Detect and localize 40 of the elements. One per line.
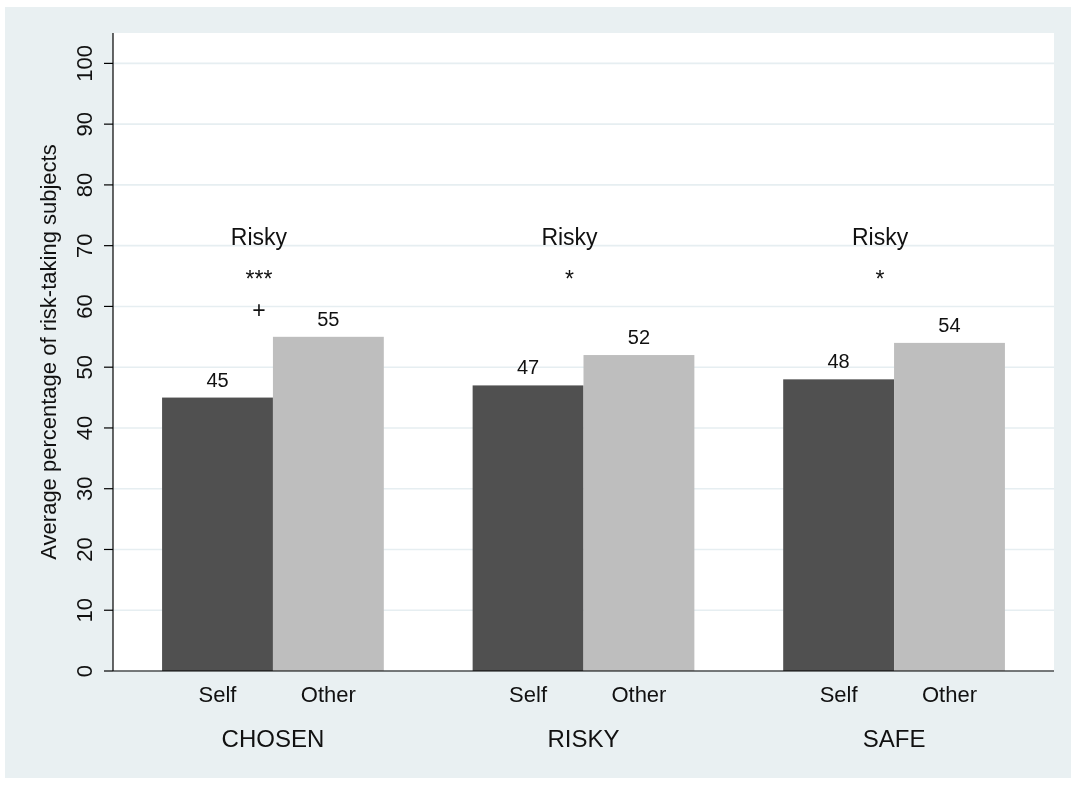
y-tick-label: 80 bbox=[72, 172, 97, 198]
text: Self bbox=[819, 682, 858, 707]
text: Self bbox=[509, 682, 548, 707]
y-axis-title: Average percentage of risk-taking subjects bbox=[36, 144, 61, 560]
y-tick-label: 90 bbox=[72, 111, 97, 137]
annotation: Risky bbox=[230, 224, 288, 250]
annotation: Risky bbox=[851, 224, 909, 250]
annotation: * bbox=[875, 266, 885, 292]
data-label: 45 bbox=[206, 368, 229, 391]
series-label: Self bbox=[198, 682, 238, 707]
text: Other bbox=[611, 682, 667, 707]
y-tick-label: 40 bbox=[72, 415, 97, 441]
bar bbox=[783, 379, 895, 671]
bar bbox=[162, 397, 273, 671]
y-tick-label: 70 bbox=[72, 233, 97, 258]
series-label: Other bbox=[300, 682, 356, 707]
y-tick-label: 30 bbox=[72, 476, 97, 501]
text: Other bbox=[921, 682, 978, 707]
annotation: * bbox=[565, 266, 575, 292]
y-tick-label: 60 bbox=[72, 294, 97, 319]
annotation: + bbox=[252, 297, 266, 323]
data-label: 55 bbox=[317, 307, 340, 330]
x-tick-label: SAFE bbox=[862, 725, 926, 752]
bar bbox=[894, 342, 1005, 671]
y-tick-label: 50 bbox=[72, 354, 97, 380]
bar bbox=[583, 355, 695, 671]
data-label: 52 bbox=[627, 326, 651, 349]
annotation: Risky bbox=[541, 224, 599, 250]
y-tick-label: 100 bbox=[72, 45, 97, 82]
data-label: 54 bbox=[938, 313, 961, 336]
annotation: *** bbox=[245, 266, 273, 292]
bar bbox=[272, 336, 384, 671]
data-label: 47 bbox=[516, 356, 540, 379]
bar bbox=[472, 385, 584, 671]
y-tick-label: 10 bbox=[72, 598, 97, 623]
y-tick-label: 0 bbox=[72, 664, 97, 678]
y-tick-label: 20 bbox=[72, 537, 97, 562]
data-label: 48 bbox=[827, 350, 850, 373]
x-tick-label: CHOSEN bbox=[221, 725, 325, 752]
x-tick-label: RISKY bbox=[547, 725, 620, 752]
